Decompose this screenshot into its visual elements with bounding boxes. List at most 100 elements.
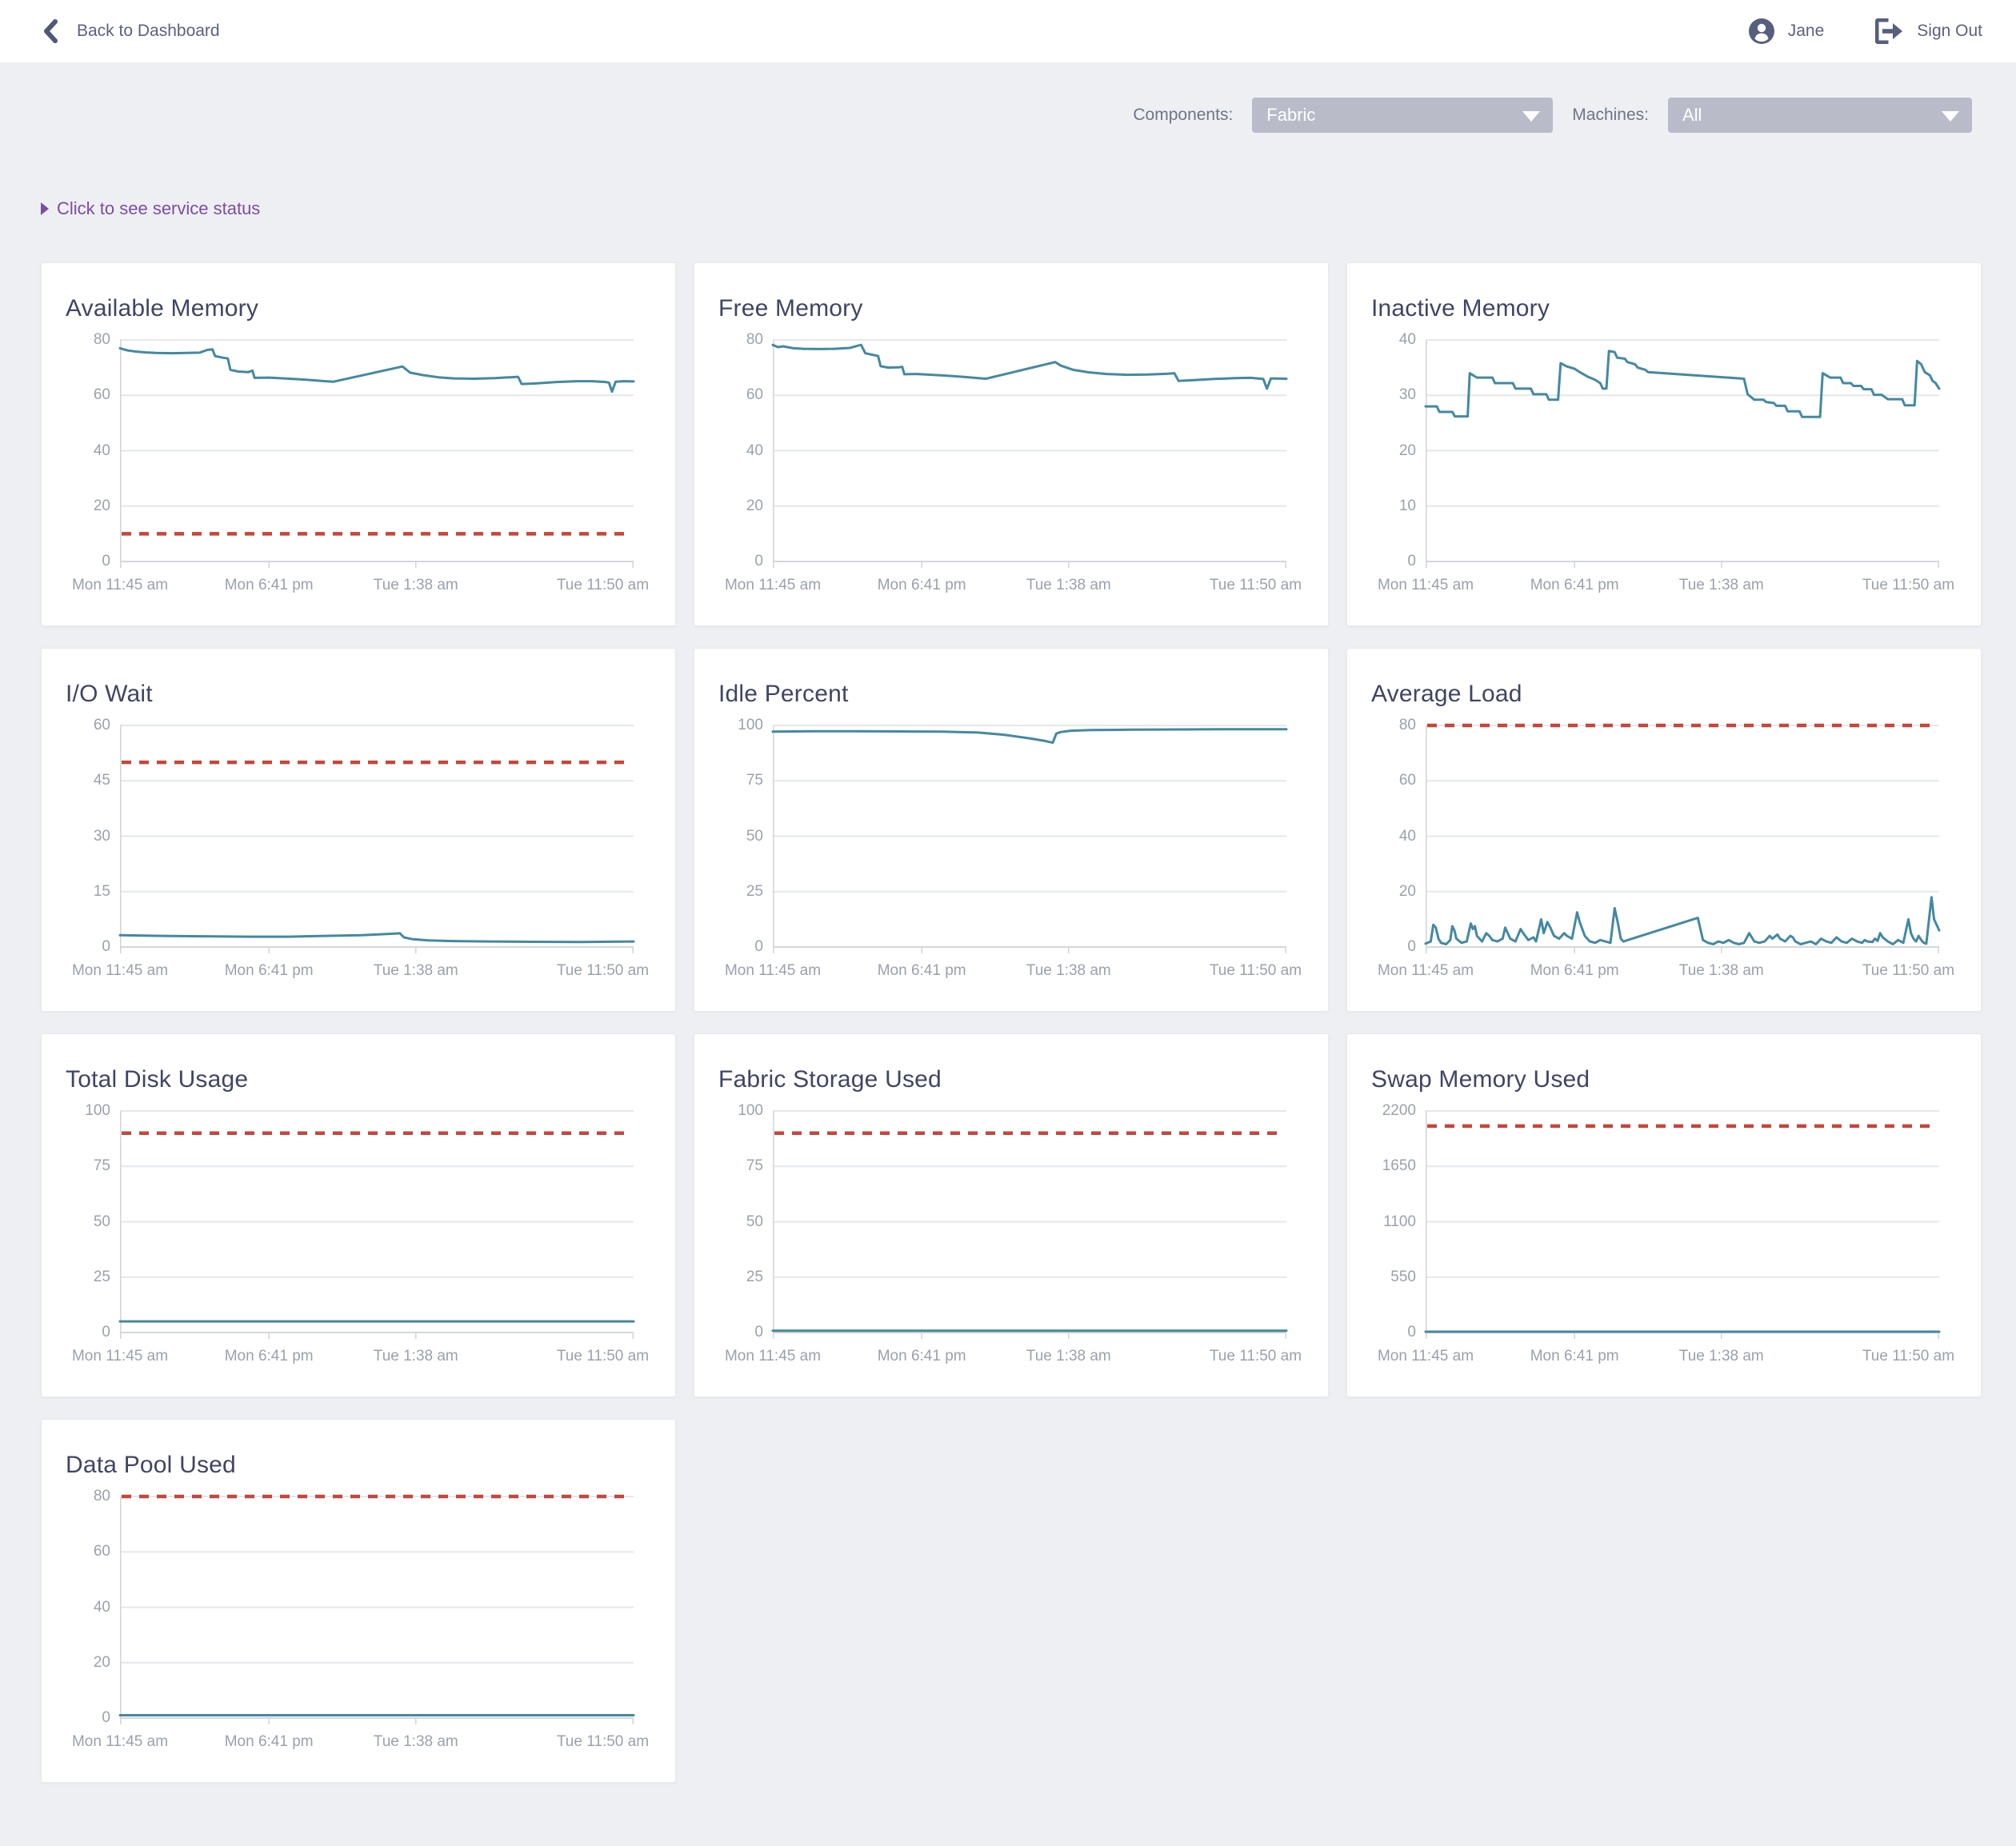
- series-line-idle-percent: [773, 729, 1286, 743]
- sign-out-label: Sign Out: [1917, 22, 1982, 41]
- components-dropdown-value: Fabric: [1252, 105, 1315, 126]
- series-line-average-load: [1426, 897, 1939, 945]
- sign-out-button[interactable]: Sign Out: [1875, 18, 1982, 44]
- x-tick-label: Mon 11:45 am: [725, 962, 821, 980]
- x-tick-label: Tue 11:50 am: [557, 577, 649, 594]
- x-tick-label: Mon 11:45 am: [72, 577, 168, 594]
- chart-canvas: [1426, 340, 1939, 571]
- chevron-down-icon: [1522, 111, 1540, 122]
- chart-canvas: [120, 1496, 634, 1728]
- y-tick-label: 0: [38, 1324, 110, 1341]
- user-menu[interactable]: Jane: [1748, 18, 1825, 45]
- y-tick-label: 30: [1344, 386, 1416, 404]
- back-chevron-icon: [42, 19, 59, 43]
- y-tick-label: 60: [691, 386, 763, 404]
- y-tick-label: 0: [691, 1324, 763, 1341]
- x-tick-label: Mon 11:45 am: [1378, 962, 1474, 980]
- machines-label: Machines:: [1572, 106, 1649, 125]
- y-tick-label: 80: [1344, 717, 1416, 734]
- y-tick-label: 0: [38, 1709, 110, 1727]
- chart-title: Total Disk Usage: [66, 1066, 248, 1093]
- x-tick-label: Tue 1:38 am: [1026, 1348, 1111, 1365]
- y-tick-label: 80: [691, 331, 763, 349]
- y-tick-label: 40: [1344, 331, 1416, 349]
- service-status-toggle[interactable]: Click to see service status: [41, 198, 260, 219]
- chart-card: Fabric Storage Used 0255075100Mon 11:45 …: [694, 1033, 1329, 1397]
- x-tick-label: Mon 6:41 pm: [225, 1348, 314, 1365]
- y-tick-label: 100: [691, 717, 763, 734]
- chart-title: Average Load: [1371, 681, 1522, 708]
- back-to-dashboard-button[interactable]: Back to Dashboard: [42, 19, 220, 43]
- sign-out-icon: [1875, 18, 1904, 44]
- caret-right-icon: [41, 202, 49, 215]
- y-tick-label: 15: [38, 883, 110, 901]
- components-dropdown[interactable]: Fabric: [1252, 98, 1553, 133]
- x-tick-label: Tue 1:38 am: [1026, 962, 1111, 980]
- y-tick-label: 40: [691, 442, 763, 460]
- x-tick-label: Mon 11:45 am: [725, 1348, 821, 1365]
- y-tick-label: 0: [1344, 938, 1416, 956]
- y-tick-label: 20: [1344, 883, 1416, 901]
- chart-canvas: [773, 340, 1286, 571]
- y-tick-label: 1650: [1344, 1157, 1416, 1175]
- chart-title: Swap Memory Used: [1371, 1066, 1590, 1093]
- x-tick-label: Mon 11:45 am: [1378, 1348, 1474, 1365]
- x-tick-label: Tue 1:38 am: [374, 962, 458, 980]
- x-tick-label: Mon 6:41 pm: [878, 962, 966, 980]
- series-line-free-memory: [773, 345, 1286, 389]
- x-tick-label: Mon 6:41 pm: [1530, 577, 1619, 594]
- y-tick-label: 20: [1344, 442, 1416, 460]
- series-line-inactive-memory: [1426, 351, 1939, 417]
- y-tick-label: 45: [38, 772, 110, 789]
- chart-card: Inactive Memory 010203040Mon 11:45 amMon…: [1346, 262, 1982, 626]
- y-tick-label: 50: [691, 1213, 763, 1231]
- y-tick-label: 25: [38, 1269, 110, 1286]
- chart-title: Inactive Memory: [1371, 295, 1550, 322]
- chart-canvas: [1426, 1111, 1939, 1342]
- x-tick-label: Mon 11:45 am: [1378, 577, 1474, 594]
- x-tick-label: Mon 6:41 pm: [1530, 1348, 1619, 1365]
- y-tick-label: 60: [1344, 772, 1416, 789]
- y-tick-label: 2200: [1344, 1102, 1416, 1120]
- user-avatar-icon: [1748, 18, 1775, 45]
- x-tick-label: Tue 1:38 am: [374, 577, 458, 594]
- y-tick-label: 50: [38, 1213, 110, 1231]
- y-tick-label: 0: [691, 938, 763, 956]
- monitoring-dashboard: { "header": { "back_label": "Back to Das…: [0, 0, 2016, 1846]
- x-tick-label: Tue 11:50 am: [1862, 1348, 1954, 1365]
- x-tick-label: Tue 11:50 am: [1862, 577, 1954, 594]
- y-tick-label: 80: [38, 1488, 110, 1505]
- chart-canvas: [1426, 725, 1939, 957]
- y-tick-label: 80: [38, 331, 110, 349]
- y-tick-label: 550: [1344, 1269, 1416, 1286]
- y-tick-label: 20: [38, 1654, 110, 1672]
- x-tick-label: Tue 1:38 am: [374, 1348, 458, 1365]
- y-tick-label: 60: [38, 717, 110, 734]
- chart-title: Fabric Storage Used: [718, 1066, 942, 1093]
- y-tick-label: 0: [1344, 1324, 1416, 1341]
- y-tick-label: 75: [38, 1157, 110, 1175]
- chart-card: Average Load 020406080Mon 11:45 amMon 6:…: [1346, 648, 1982, 1012]
- chart-card: Total Disk Usage 0255075100Mon 11:45 amM…: [41, 1033, 676, 1397]
- y-tick-label: 50: [691, 828, 763, 845]
- y-tick-label: 60: [38, 386, 110, 404]
- y-tick-label: 0: [1344, 553, 1416, 570]
- y-tick-label: 1100: [1344, 1213, 1416, 1231]
- x-tick-label: Tue 11:50 am: [1862, 962, 1954, 980]
- x-tick-label: Mon 6:41 pm: [1530, 962, 1619, 980]
- machines-dropdown[interactable]: All: [1668, 98, 1972, 133]
- y-tick-label: 100: [691, 1102, 763, 1120]
- y-tick-label: 20: [691, 497, 763, 515]
- x-tick-label: Tue 1:38 am: [1679, 962, 1764, 980]
- y-tick-label: 75: [691, 772, 763, 789]
- chart-card: Idle Percent 0255075100Mon 11:45 amMon 6…: [694, 648, 1329, 1012]
- y-tick-label: 60: [38, 1543, 110, 1560]
- chart-title: Data Pool Used: [66, 1452, 236, 1479]
- x-tick-label: Mon 6:41 pm: [225, 962, 314, 980]
- y-tick-label: 75: [691, 1157, 763, 1175]
- chart-canvas: [120, 1111, 634, 1342]
- y-tick-label: 0: [38, 553, 110, 570]
- x-tick-label: Tue 11:50 am: [1210, 962, 1302, 980]
- chart-card: Free Memory 020406080Mon 11:45 amMon 6:4…: [694, 262, 1329, 626]
- chevron-down-icon: [1942, 111, 1959, 122]
